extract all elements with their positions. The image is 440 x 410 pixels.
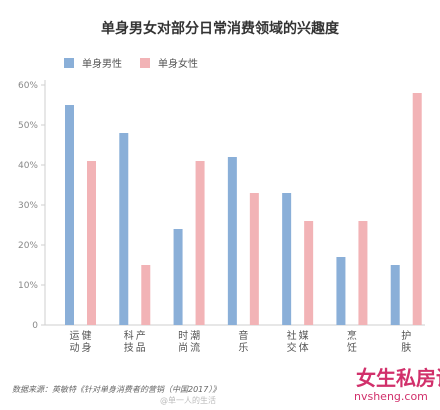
x-tick-label: 护肤 [401, 329, 411, 354]
y-tick-label: 50% [18, 121, 38, 131]
bar-female [249, 193, 259, 325]
watermark: @单一人的生活 [160, 396, 216, 405]
bar-male [282, 193, 292, 325]
source-note: 数据来源：英敏特《针对单身消费者的营销（中国2017）》 [12, 385, 221, 394]
legend-item-male: 单身男性 [64, 55, 122, 70]
bar-male [173, 229, 183, 325]
y-tick-label: 0 [32, 321, 38, 331]
bar-female [141, 265, 151, 325]
y-tick-label: 40% [18, 161, 38, 171]
bar-male [119, 133, 129, 325]
bar-female [87, 161, 96, 325]
chart-title: 单身男女对部分日常消费领域的兴趣度 [101, 21, 339, 37]
bar-male [227, 157, 237, 325]
brand-url: nvsheng.com [354, 390, 428, 403]
legend-item-female: 单身女性 [140, 55, 198, 70]
legend-label-female: 单身女性 [158, 59, 198, 70]
legend-swatch-male [64, 57, 74, 68]
y-tick-label: 30% [18, 201, 38, 211]
bar-female [358, 221, 368, 325]
x-tick-label: 科技产品 [124, 329, 146, 354]
bar-chart: 0 10% 20% 30% 40% 50% 60% 运动健身 科技产品 时尚潮流 音乐 社交媒体 烹饪 护… [18, 80, 425, 354]
y-tick-label: 20% [18, 241, 38, 251]
x-tick-label: 运动健身 [70, 330, 92, 354]
bar-male [336, 257, 346, 325]
legend-swatch-female [140, 57, 150, 68]
x-tick-label: 音乐 [238, 329, 248, 354]
y-tick-label: 60% [18, 81, 38, 91]
x-tick-label: 烹饪 [347, 329, 357, 354]
legend-label-male: 单身男性 [82, 59, 122, 70]
y-tick-label: 10% [18, 281, 38, 291]
bar-male [65, 105, 74, 325]
bar-female [304, 221, 314, 325]
bar-female [195, 161, 205, 325]
brand-name: 女生私房话 [356, 366, 440, 390]
bar-female [412, 93, 422, 325]
brand-logo: 女生私房话 nvsheng.com [340, 362, 440, 406]
bar-male [390, 265, 400, 325]
x-tick-label: 社交媒体 [287, 329, 309, 354]
x-tick-label: 时尚潮流 [178, 329, 200, 354]
